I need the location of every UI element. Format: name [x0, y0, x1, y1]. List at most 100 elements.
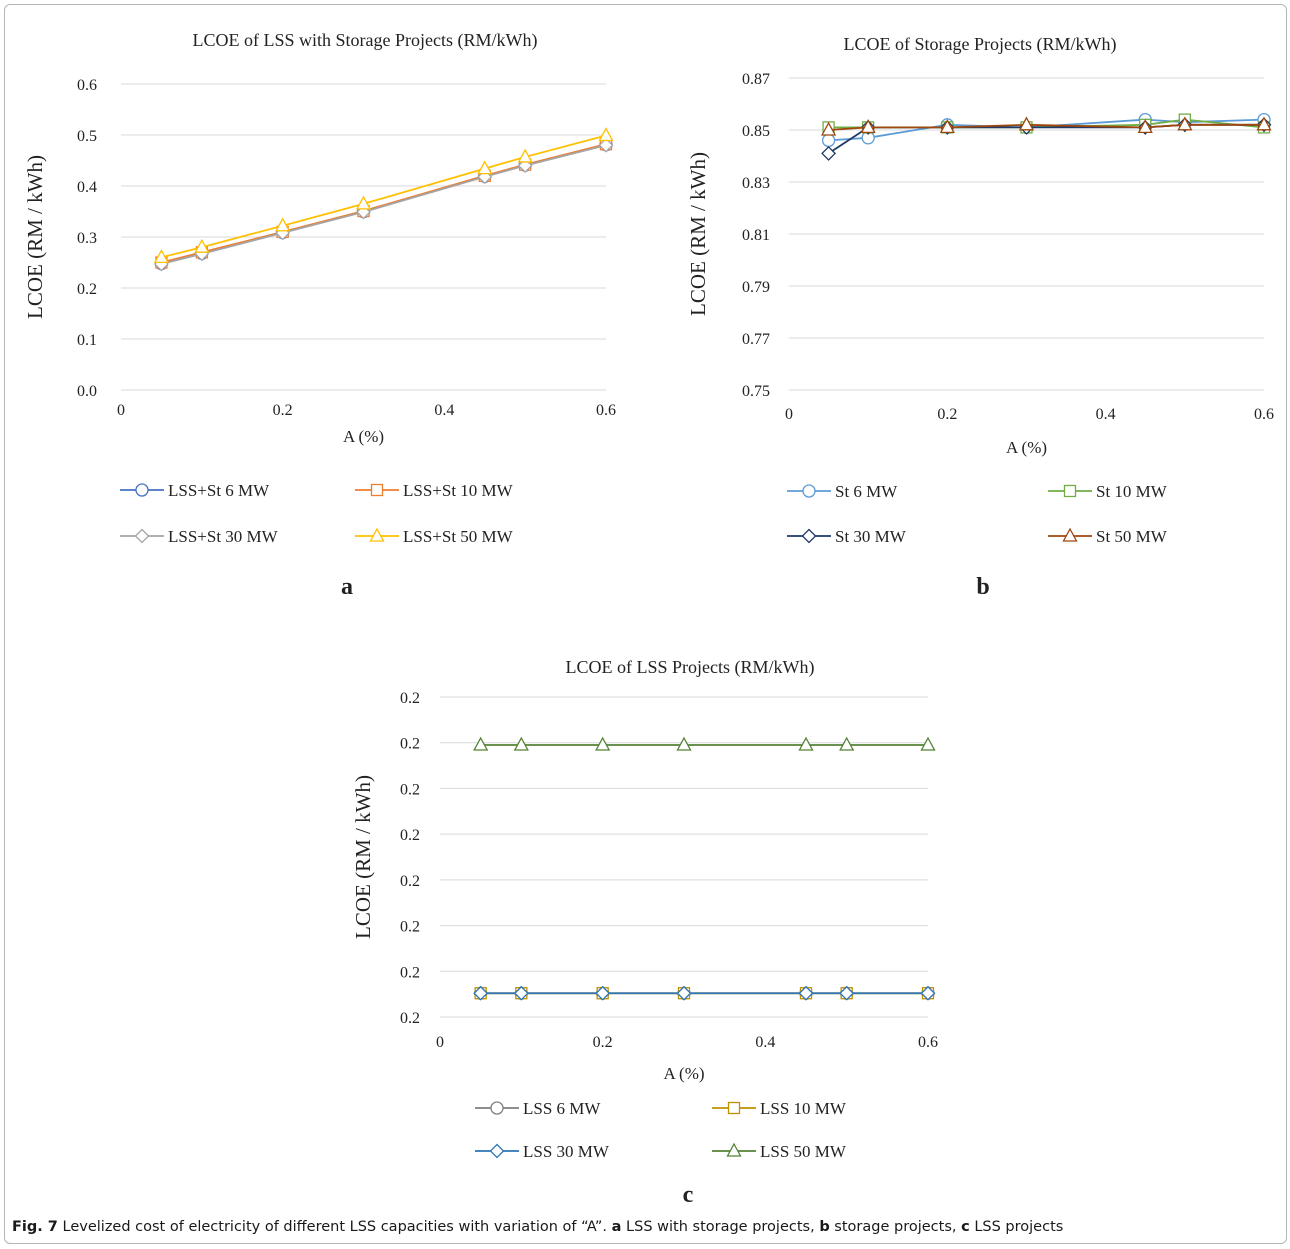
legend-label: St 6 MW	[835, 482, 898, 501]
y-tick-label: 0.5	[77, 128, 97, 145]
x-tick-label: 0.4	[434, 402, 454, 419]
x-tick-label: 0.4	[755, 1034, 775, 1051]
x-tick-label: 0.6	[1254, 406, 1274, 423]
caption-a-label: a	[611, 1219, 622, 1235]
figure-frame	[4, 4, 1287, 1244]
data-point	[595, 985, 611, 1001]
y-tick-label: 0.2	[400, 736, 420, 753]
y-tick-label: 0.75	[742, 383, 770, 400]
data-point	[517, 148, 533, 163]
data-point	[355, 195, 372, 210]
data-point	[839, 736, 855, 751]
legend-marker	[369, 527, 385, 542]
x-tick-label: 0.6	[918, 1034, 938, 1051]
x-tick-label: 0	[785, 406, 793, 423]
legend-marker	[370, 483, 384, 497]
legend-label: St 30 MW	[835, 527, 907, 546]
legend-marker	[1063, 484, 1077, 498]
y-tick-label: 0.87	[742, 71, 770, 88]
caption-c-text: LSS projects	[969, 1219, 1064, 1235]
legend-marker	[727, 1101, 741, 1115]
y-tick-label: 0.2	[400, 690, 420, 707]
y-tick-label: 0.2	[77, 281, 97, 298]
chart-panel-a: LCOE of LSS with Storage Projects (RM/kW…	[23, 30, 616, 600]
data-point	[513, 736, 529, 751]
x-tick-label: 0.2	[937, 406, 957, 423]
data-point	[920, 736, 936, 751]
y-tick-label: 0.79	[742, 279, 770, 296]
data-point	[473, 985, 489, 1001]
legend-label: LSS 10 MW	[760, 1099, 847, 1118]
data-point	[821, 133, 836, 148]
chart-title: LCOE of LSS with Storage Projects (RM/kW…	[193, 30, 538, 51]
y-axis-label: LCOE (RM / kWh)	[686, 152, 710, 316]
data-point	[676, 736, 692, 751]
y-tick-label: 0.0	[77, 383, 97, 400]
caption-b-label: b	[819, 1219, 830, 1235]
data-point	[820, 121, 837, 136]
data-point	[473, 736, 489, 751]
panel-label: b	[976, 574, 989, 600]
chart-title: LCOE of Storage Projects (RM/kWh)	[844, 34, 1117, 55]
data-point	[598, 137, 614, 153]
y-tick-label: 0.6	[77, 77, 97, 94]
y-tick-label: 0.81	[742, 227, 770, 244]
data-point	[1018, 116, 1035, 131]
x-tick-label: 0.2	[593, 1034, 613, 1051]
caption-b-text: storage projects,	[829, 1219, 962, 1235]
data-point	[798, 985, 814, 1001]
legend-label: LSS 50 MW	[760, 1142, 847, 1161]
data-point	[676, 985, 692, 1001]
data-point	[1177, 116, 1193, 131]
x-axis-label: A (%)	[343, 427, 384, 446]
y-tick-label: 0.77	[742, 331, 770, 348]
data-point	[1256, 116, 1272, 131]
y-tick-label: 0.2	[400, 964, 420, 981]
data-point	[839, 985, 855, 1001]
y-tick-label: 0.4	[77, 179, 97, 196]
data-point	[920, 985, 936, 1001]
legend-label: LSS+St 10 MW	[403, 481, 514, 500]
data-point	[939, 119, 955, 134]
legend-label: St 10 MW	[1096, 482, 1168, 501]
legend-marker	[135, 483, 149, 497]
legend-marker	[801, 528, 817, 544]
legend-marker	[490, 1101, 504, 1115]
series-line	[161, 134, 607, 259]
series-line	[828, 118, 1265, 129]
panel-label: c	[683, 1182, 694, 1208]
chart-panel-c: LCOE of LSS Projects (RM/kWh) 0.2 0.2 0.2 0.…	[351, 657, 938, 1208]
x-tick-label: 0.6	[596, 402, 616, 419]
y-axis-label: LCOE (RM / kWh)	[23, 155, 47, 319]
legend-marker	[726, 1142, 742, 1157]
data-point	[595, 736, 611, 751]
data-point	[275, 217, 291, 232]
legend-label: LSS+St 6 MW	[168, 481, 270, 500]
x-tick-label: 0	[117, 402, 125, 419]
legend-label: LSS 30 MW	[523, 1142, 610, 1161]
y-tick-label: 0.3	[77, 230, 97, 247]
x-tick-label: 0.2	[273, 402, 293, 419]
figure-charts: LCOE of LSS with Storage Projects (RM/kW…	[23, 30, 1274, 1208]
data-point	[798, 736, 814, 751]
legend-label: LSS 6 MW	[523, 1099, 601, 1118]
data-point	[477, 160, 493, 175]
figure-caption: Fig. 7 Levelized cost of electricity of …	[12, 1219, 1063, 1235]
x-tick-label: 0.4	[1096, 406, 1116, 423]
chart-title: LCOE of LSS Projects (RM/kWh)	[566, 657, 815, 678]
legend-marker	[489, 1143, 505, 1159]
x-tick-label: 0	[436, 1034, 444, 1051]
y-tick-label: 0.2	[400, 827, 420, 844]
y-tick-label: 0.2	[400, 781, 420, 798]
caption-text: Levelized cost of electricity of differe…	[57, 1219, 612, 1235]
panel-label: a	[341, 574, 353, 600]
caption-fig-label: Fig. 7	[12, 1219, 58, 1235]
legend-label: LSS+St 30 MW	[168, 527, 279, 546]
data-point	[821, 145, 837, 161]
legend-marker	[1062, 527, 1078, 542]
y-tick-label: 0.2	[400, 1010, 420, 1027]
data-point	[598, 127, 614, 142]
y-axis-label: LCOE (RM / kWh)	[351, 775, 375, 939]
legend-marker	[802, 484, 816, 498]
data-point	[194, 238, 210, 253]
